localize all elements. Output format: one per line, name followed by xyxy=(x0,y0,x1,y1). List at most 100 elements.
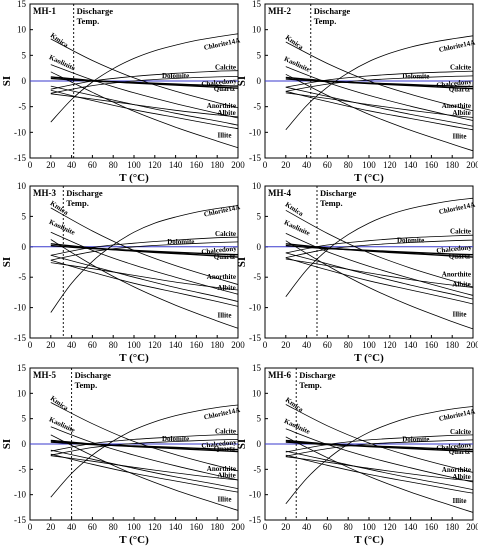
x-tick-label: 60 xyxy=(323,160,333,170)
series-line-quartz xyxy=(285,439,473,453)
y-tick-label: -15 xyxy=(249,515,261,525)
series-line-albite xyxy=(50,254,238,302)
y-tick-label: 15 xyxy=(252,0,262,9)
y-tick-label: -10 xyxy=(249,127,261,137)
mineral-label-illite: Illite xyxy=(217,311,231,319)
x-tick-label: 100 xyxy=(362,340,376,350)
x-tick-label: 180 xyxy=(445,160,459,170)
y-tick-label: 5 xyxy=(257,414,262,424)
x-tick-label: 100 xyxy=(127,522,141,532)
series-line-albite xyxy=(50,85,238,126)
mineral-label-illite: Illite xyxy=(452,132,466,140)
x-tick-label: 120 xyxy=(148,160,162,170)
x-tick-label: 0 xyxy=(28,160,33,170)
chart-panel-mh-6: -15 -10 -5 0 5 10 15 0 20 40 60 80 100 120 140 160 180 20… xyxy=(236,363,478,546)
y-tick-label: -10 xyxy=(14,490,26,500)
mineral-label-quartz: Quartz xyxy=(449,252,470,260)
x-tick-label: 140 xyxy=(404,160,418,170)
mineral-label-chalcedony: Chalcedony xyxy=(201,438,238,450)
x-axis-title: T (°C) xyxy=(119,534,149,546)
x-tick-label: 80 xyxy=(344,522,354,532)
x-tick-label: 160 xyxy=(425,340,439,350)
y-tick-label: 10 xyxy=(252,388,262,398)
x-tick-label: 80 xyxy=(344,160,354,170)
x-tick-label: 0 xyxy=(263,160,268,170)
series-line-chlorite14a xyxy=(285,35,473,131)
series-line-anorthite xyxy=(50,93,238,118)
mineral-label-quartz: Quartz xyxy=(214,445,235,453)
y-tick-label: -15 xyxy=(14,515,26,525)
x-tick-label: 40 xyxy=(67,160,77,170)
mineral-label-quartz: Quartz xyxy=(449,85,470,93)
y-tick-label: 5 xyxy=(257,50,262,60)
y-tick-label: 0 xyxy=(22,76,27,86)
mineral-label-chalcedony: Chalcedony xyxy=(436,243,473,255)
series-line-chlorite14a xyxy=(50,33,238,123)
plot-frame xyxy=(29,185,239,339)
series-line-illite xyxy=(50,434,238,511)
mineral-label-illite: Illite xyxy=(217,131,231,139)
y-axis-title: SI xyxy=(236,257,248,267)
x-tick-label: 100 xyxy=(127,160,141,170)
mineral-label-anorthite: Anorthite xyxy=(207,273,236,281)
x-tick-label: 120 xyxy=(383,340,397,350)
series-line-calcite xyxy=(50,70,238,90)
x-tick-label: 20 xyxy=(46,340,56,350)
y-tick-label: -10 xyxy=(249,490,261,500)
panel-id-label: MH-2 xyxy=(268,6,291,16)
y-tick-label: -5 xyxy=(254,102,262,112)
x-tick-label: 140 xyxy=(169,160,183,170)
x-tick-label: 140 xyxy=(404,522,418,532)
series-line-calcite xyxy=(285,234,473,254)
mineral-label-albite: Albite xyxy=(452,280,470,288)
series-line-calcite xyxy=(285,434,473,453)
x-tick-label: 40 xyxy=(67,522,77,532)
y-axis-title: SI xyxy=(236,76,248,86)
series-line-kaolinite xyxy=(50,64,238,119)
series-group xyxy=(285,35,473,152)
series-line-dolomite xyxy=(285,75,473,92)
series-line-albite xyxy=(285,450,473,490)
series-line-unlabeled xyxy=(285,257,473,305)
series-line-dolomite xyxy=(50,76,238,94)
y-axis-title: SI xyxy=(1,439,13,449)
series-line-chlorite14a xyxy=(50,205,238,313)
series-line-chlorite14a xyxy=(285,406,473,505)
series-line-dolomite xyxy=(50,241,238,261)
series-line-chalcedony xyxy=(285,244,473,256)
series-group xyxy=(50,33,238,149)
x-tick-label: 140 xyxy=(169,340,183,350)
y-tick-label: -5 xyxy=(19,464,27,474)
mineral-label-albite: Albite xyxy=(452,473,470,481)
x-tick-label: 20 xyxy=(281,160,291,170)
mineral-label-calcite: Calcite xyxy=(450,227,471,235)
series-line-dolomite xyxy=(50,439,238,456)
y-axis-title: SI xyxy=(1,257,13,267)
mineral-label-calcite: Calcite xyxy=(450,428,471,436)
y-tick-label: 10 xyxy=(252,181,262,191)
x-tick-label: 120 xyxy=(383,160,397,170)
series-line-illite xyxy=(50,239,238,329)
series-line-unlabeled xyxy=(50,259,238,307)
y-tick-label: 10 xyxy=(17,388,27,398)
mineral-label-illite: Illite xyxy=(452,497,466,505)
x-tick-label: 200 xyxy=(466,340,478,350)
mineral-label-chalcedony: Chalcedony xyxy=(201,244,238,256)
panel-id-label: MH-6 xyxy=(268,370,291,380)
x-tick-label: 40 xyxy=(302,160,312,170)
chart-panel-mh-2: -15 -10 -5 0 5 10 15 0 20 40 60 80 100 120 140 160 180 20… xyxy=(236,0,478,184)
mineral-label-calcite: Calcite xyxy=(215,230,236,238)
y-tick-label: 10 xyxy=(17,25,27,35)
x-tick-label: 120 xyxy=(148,340,162,350)
series-line-quartz xyxy=(50,76,238,89)
x-axis-title: T (°C) xyxy=(354,352,384,364)
x-tick-label: 140 xyxy=(169,522,183,532)
x-tick-label: 60 xyxy=(323,340,333,350)
x-tick-label: 60 xyxy=(88,522,98,532)
x-tick-label: 160 xyxy=(425,160,439,170)
mineral-label-dolomite: Dolomite xyxy=(402,72,429,80)
x-tick-label: 140 xyxy=(404,340,418,350)
mineral-label-calcite: Calcite xyxy=(215,427,236,435)
x-tick-label: 160 xyxy=(190,522,204,532)
